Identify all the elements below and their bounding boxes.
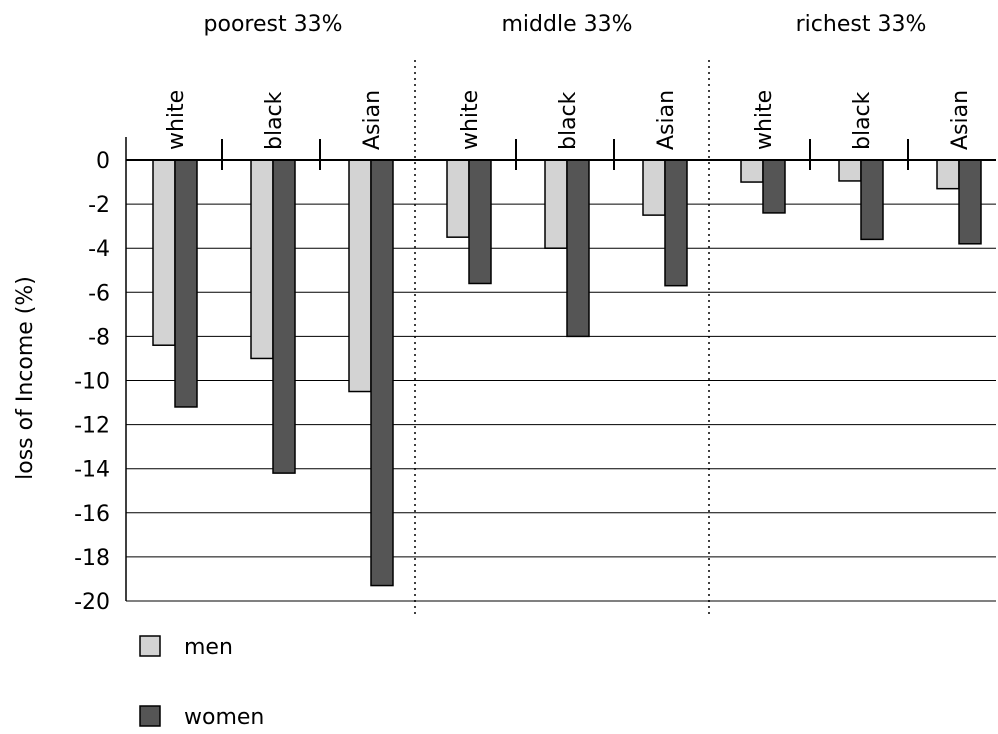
y-tick-label: -10 (74, 370, 110, 395)
bar-men (642, 159, 666, 216)
bar-women (958, 159, 982, 245)
legend-label-women: women (184, 705, 264, 730)
bar-women (272, 159, 296, 474)
y-tick-label: -20 (74, 590, 110, 615)
y-tick-label: -2 (88, 193, 110, 218)
bar-women (664, 159, 688, 287)
legend: men women (139, 635, 264, 730)
legend-swatch-women (139, 705, 161, 727)
y-tick-label: -12 (74, 414, 110, 439)
group-label: richest 33% (796, 12, 927, 37)
category-label: black (850, 91, 875, 150)
bar-women (860, 159, 884, 241)
bar-men (348, 159, 372, 393)
group-labels: poorest 33% middle 33% richest 33% (204, 12, 927, 37)
category-label: white (164, 90, 189, 150)
category-label: Asian (360, 90, 385, 150)
bar-women (370, 159, 394, 587)
y-tick-label: -14 (74, 458, 110, 483)
category-label: white (752, 90, 777, 150)
y-tick-label: -4 (88, 237, 110, 262)
y-tick-label: -8 (88, 325, 110, 350)
bar-women (468, 159, 492, 285)
legend-label-men: men (184, 635, 233, 660)
bar-men (838, 159, 862, 182)
bars (152, 159, 982, 587)
group-label: poorest 33% (204, 12, 343, 37)
bar-women (762, 159, 786, 214)
bar-women (174, 159, 198, 408)
bar-women (566, 159, 590, 338)
category-labels: white black Asian white black Asian white black… (164, 90, 973, 150)
legend-swatch-men (139, 635, 161, 657)
category-label: Asian (948, 90, 973, 150)
bar-men (250, 159, 274, 360)
y-tick-label: -6 (88, 281, 110, 306)
category-label: black (556, 91, 581, 150)
bar-men (740, 159, 764, 183)
bar-men (152, 159, 176, 346)
category-label: black (262, 91, 287, 150)
axes: 0 -2 -4 -6 -8 -10 -12 -14 -16 -18 -20 (74, 60, 996, 615)
category-label: Asian (654, 90, 679, 150)
category-label: white (458, 90, 483, 150)
bar-men (936, 159, 960, 190)
bar-men (544, 159, 568, 249)
bar-men (446, 159, 470, 238)
y-axis-title: loss of Income (%) (13, 276, 38, 480)
y-tick-label: 0 (96, 149, 110, 174)
y-tick-label: -18 (74, 546, 110, 571)
y-tick-label: -16 (74, 502, 110, 527)
group-label: middle 33% (501, 12, 632, 37)
